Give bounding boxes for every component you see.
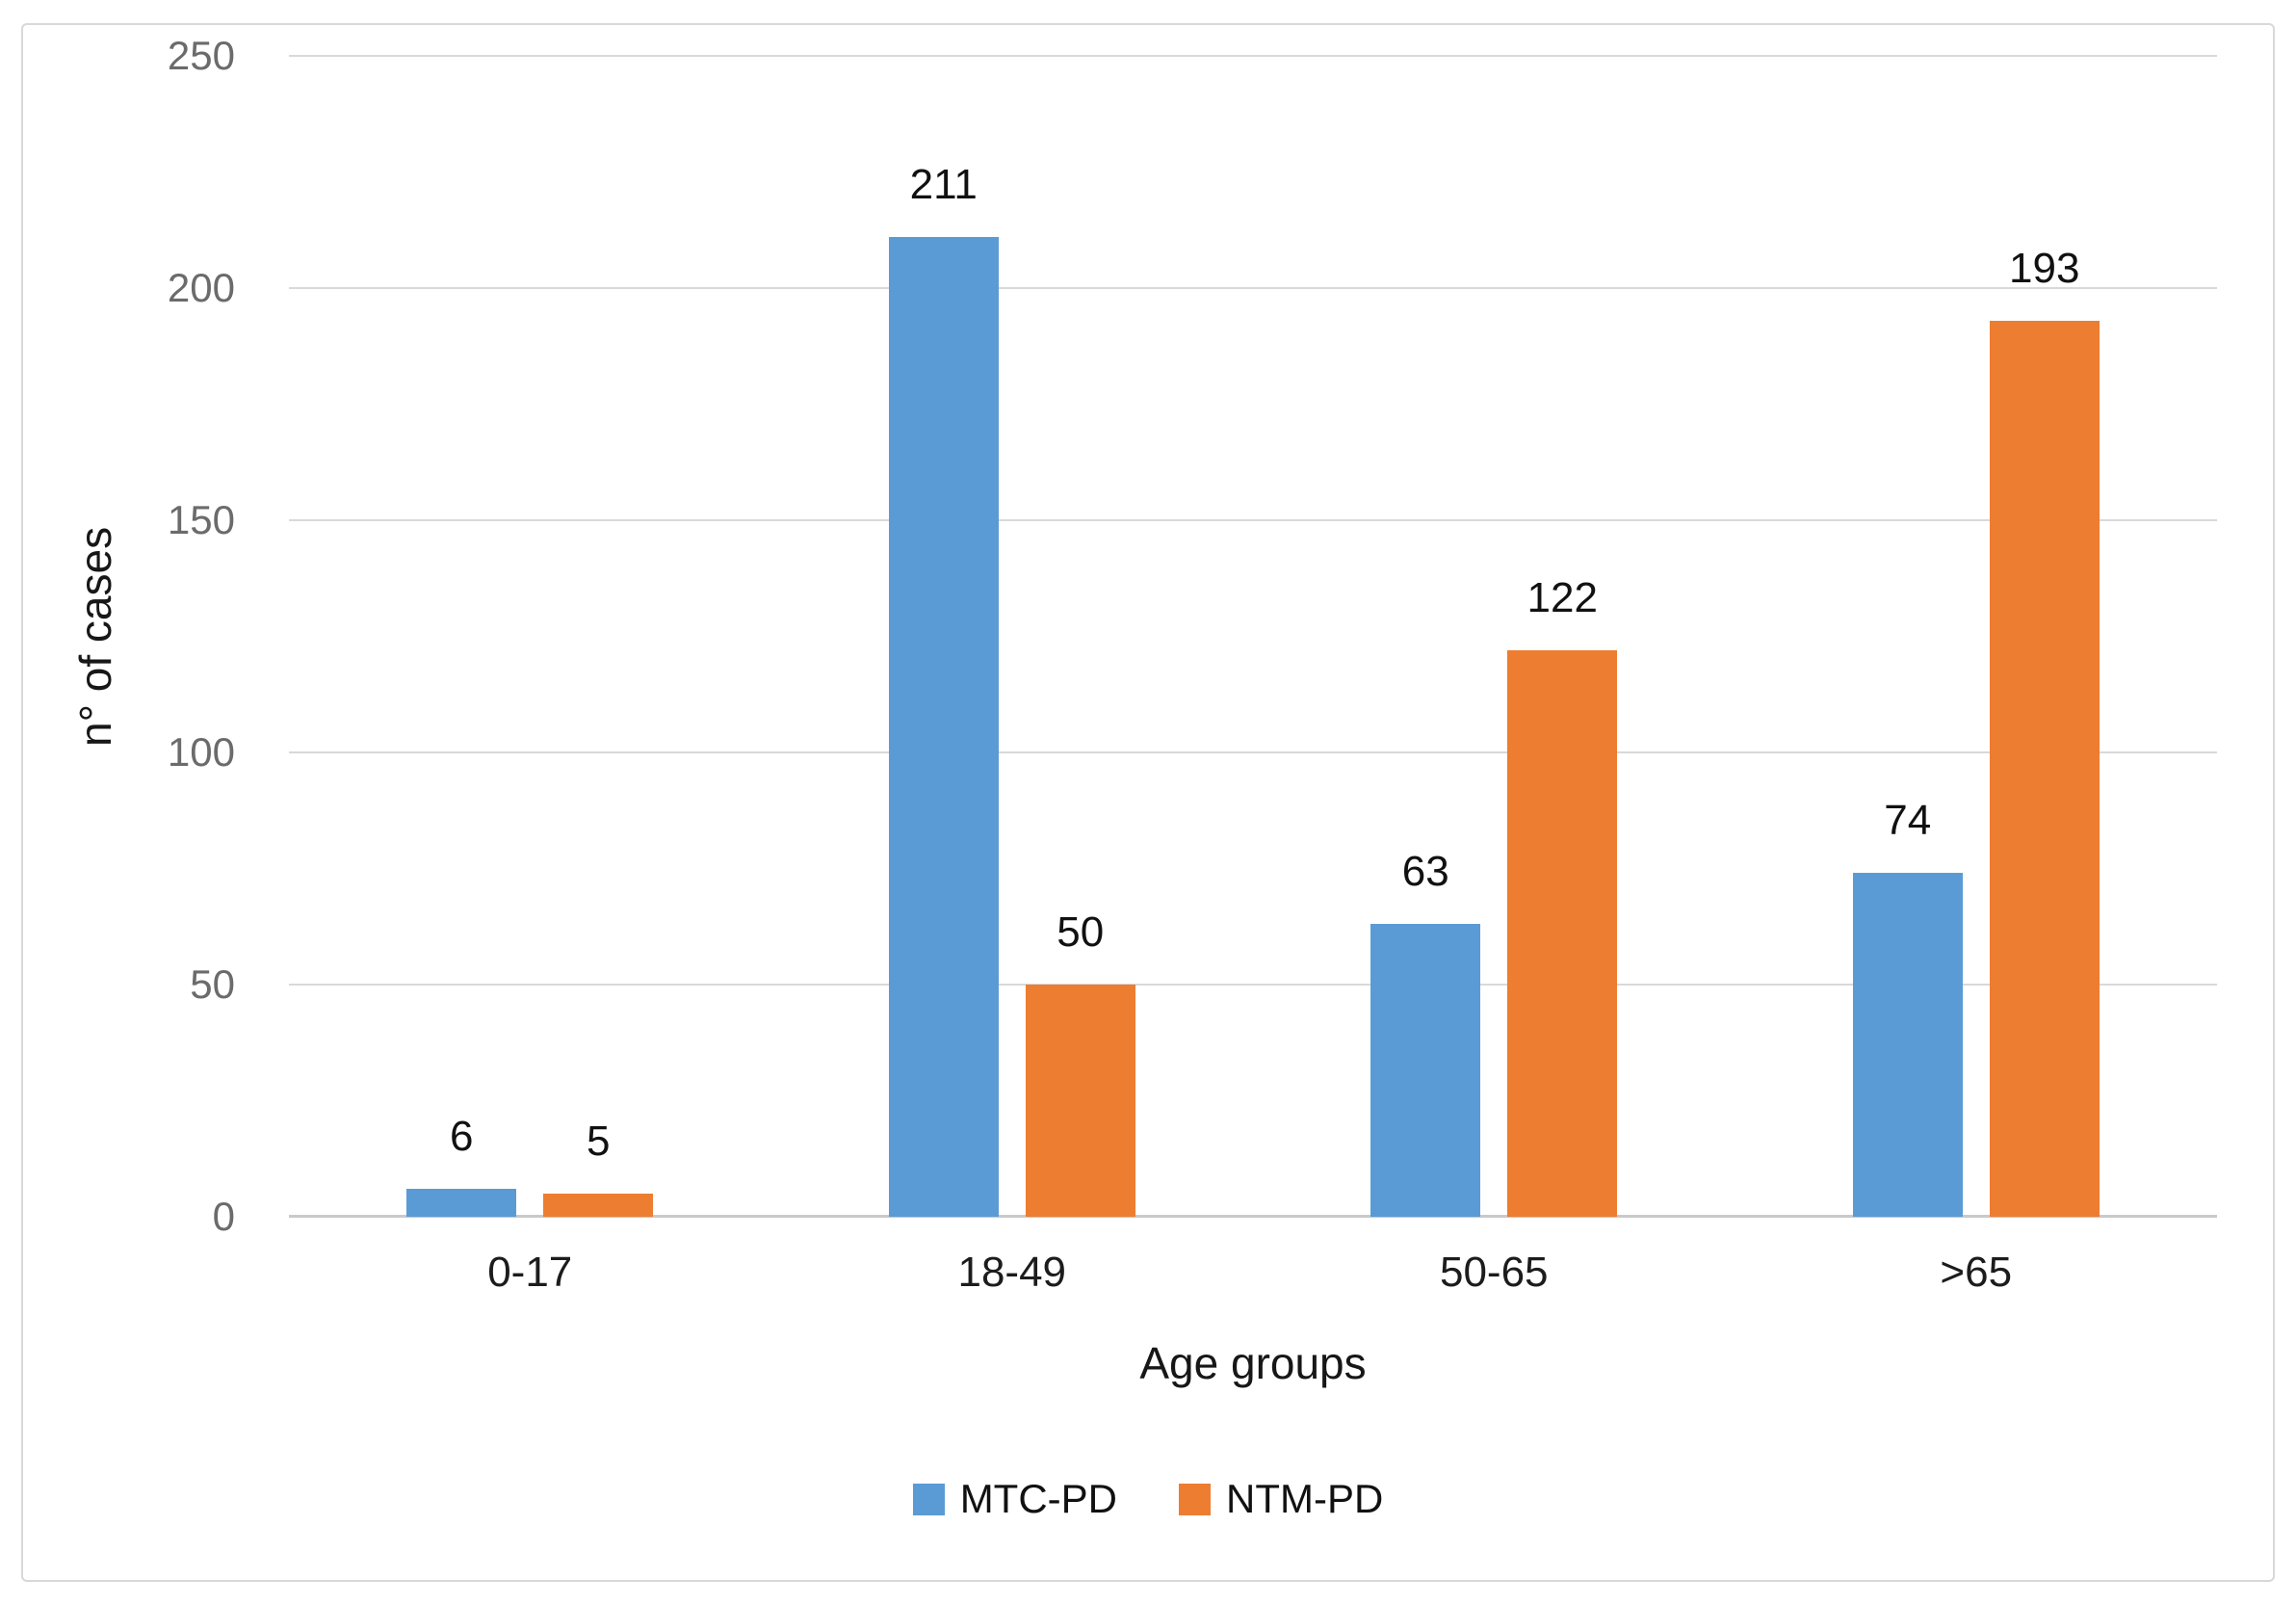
- bar-value-label: 5: [587, 1117, 611, 1165]
- bar-groups: 6 5 211 50 63 122 74 193: [289, 56, 2217, 1217]
- bar-value-label: 193: [2009, 244, 2080, 292]
- y-tick-label-50: 50: [190, 961, 235, 1007]
- bar-NTM-PD-18-49: 50: [1025, 911, 1135, 1217]
- y-tick-label-150: 150: [167, 497, 235, 542]
- bar-value-label: 50: [1057, 908, 1105, 956]
- bar-value-label: 74: [1884, 797, 1932, 845]
- legend-item-ntm-pd: NTM-PD: [1179, 1476, 1383, 1522]
- bar-NTM-PD->65: 193: [1989, 247, 2100, 1217]
- bar-group-50-65: 63 122: [1253, 56, 1735, 1217]
- bar-value-label: 6: [450, 1113, 474, 1161]
- y-tick-label-250: 250: [167, 33, 235, 78]
- y-tick-label-100: 100: [167, 729, 235, 775]
- gridline-50: [289, 984, 2217, 986]
- gridline-150: [289, 519, 2217, 521]
- gridline-250: [289, 55, 2217, 57]
- legend-swatch-icon: [912, 1483, 945, 1515]
- bar-MTC-PD-0-17: 6: [406, 1116, 517, 1217]
- legend-swatch-icon: [1179, 1483, 1211, 1515]
- bar-NTM-PD-0-17: 5: [543, 1119, 654, 1217]
- bar-group->65: 74 193: [1735, 56, 2218, 1217]
- gridline-0: [289, 1215, 2217, 1218]
- x-axis-ticks: 0-17 18-49 50-65 >65: [289, 1249, 2217, 1297]
- legend: MTC-PD NTM-PD: [0, 1476, 2296, 1522]
- legend-label: MTC-PD: [959, 1476, 1117, 1521]
- figure-border: [21, 23, 2275, 1582]
- bar-value-label: 122: [1526, 573, 1598, 621]
- legend-item-mtc-pd: MTC-PD: [912, 1476, 1117, 1522]
- bar-value-label: 63: [1401, 848, 1449, 896]
- bar-MTC-PD-18-49: 211: [888, 163, 999, 1217]
- x-tick-label-50-65: 50-65: [1439, 1249, 1549, 1296]
- y-axis-ticks: 0 50 100 150 200 250: [0, 36, 258, 1237]
- gridline-100: [289, 751, 2217, 753]
- legend-label: NTM-PD: [1226, 1476, 1384, 1521]
- x-tick-label-18-49: 18-49: [957, 1249, 1067, 1296]
- bar-group-18-49: 211 50: [771, 56, 1254, 1217]
- x-tick-label->65: >65: [1940, 1249, 2013, 1296]
- bar-value-label: 211: [909, 160, 978, 208]
- plot-area: 6 5 211 50 63 122 74 193: [289, 55, 2217, 1218]
- y-tick-label-0: 0: [212, 1194, 235, 1239]
- bar-MTC-PD->65: 74: [1852, 800, 1963, 1217]
- bar-NTM-PD-50-65: 122: [1507, 576, 1618, 1217]
- x-tick-label-0-17: 0-17: [487, 1249, 573, 1296]
- bar-MTC-PD-50-65: 63: [1370, 851, 1481, 1217]
- x-axis-title: Age groups: [1139, 1338, 1367, 1388]
- y-tick-label-200: 200: [167, 265, 235, 310]
- gridline-200: [289, 287, 2217, 289]
